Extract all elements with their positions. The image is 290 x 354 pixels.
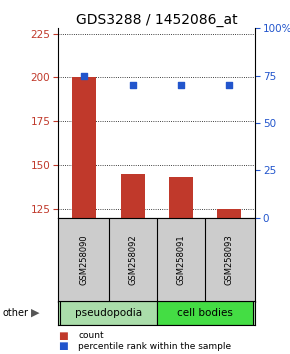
Text: GSM258092: GSM258092 — [128, 235, 137, 285]
Bar — [157, 301, 253, 325]
Text: GSM258090: GSM258090 — [80, 235, 89, 285]
Bar — [217, 209, 241, 218]
Text: percentile rank within the sample: percentile rank within the sample — [78, 342, 231, 351]
Text: ■: ■ — [58, 331, 68, 341]
Text: GSM258093: GSM258093 — [224, 235, 233, 285]
Bar — [72, 78, 97, 218]
Point — [130, 82, 135, 88]
Text: pseudopodia: pseudopodia — [75, 308, 142, 318]
Point — [178, 82, 183, 88]
Text: other: other — [3, 308, 29, 318]
Text: ▶: ▶ — [30, 308, 39, 318]
Text: GSM258091: GSM258091 — [176, 235, 185, 285]
Point — [226, 82, 231, 88]
Text: ■: ■ — [58, 341, 68, 351]
Title: GDS3288 / 1452086_at: GDS3288 / 1452086_at — [76, 13, 238, 27]
Text: cell bodies: cell bodies — [177, 308, 233, 318]
Bar — [121, 174, 145, 218]
Bar — [168, 177, 193, 218]
Point — [82, 73, 87, 79]
Bar — [60, 301, 157, 325]
Text: count: count — [78, 331, 104, 340]
